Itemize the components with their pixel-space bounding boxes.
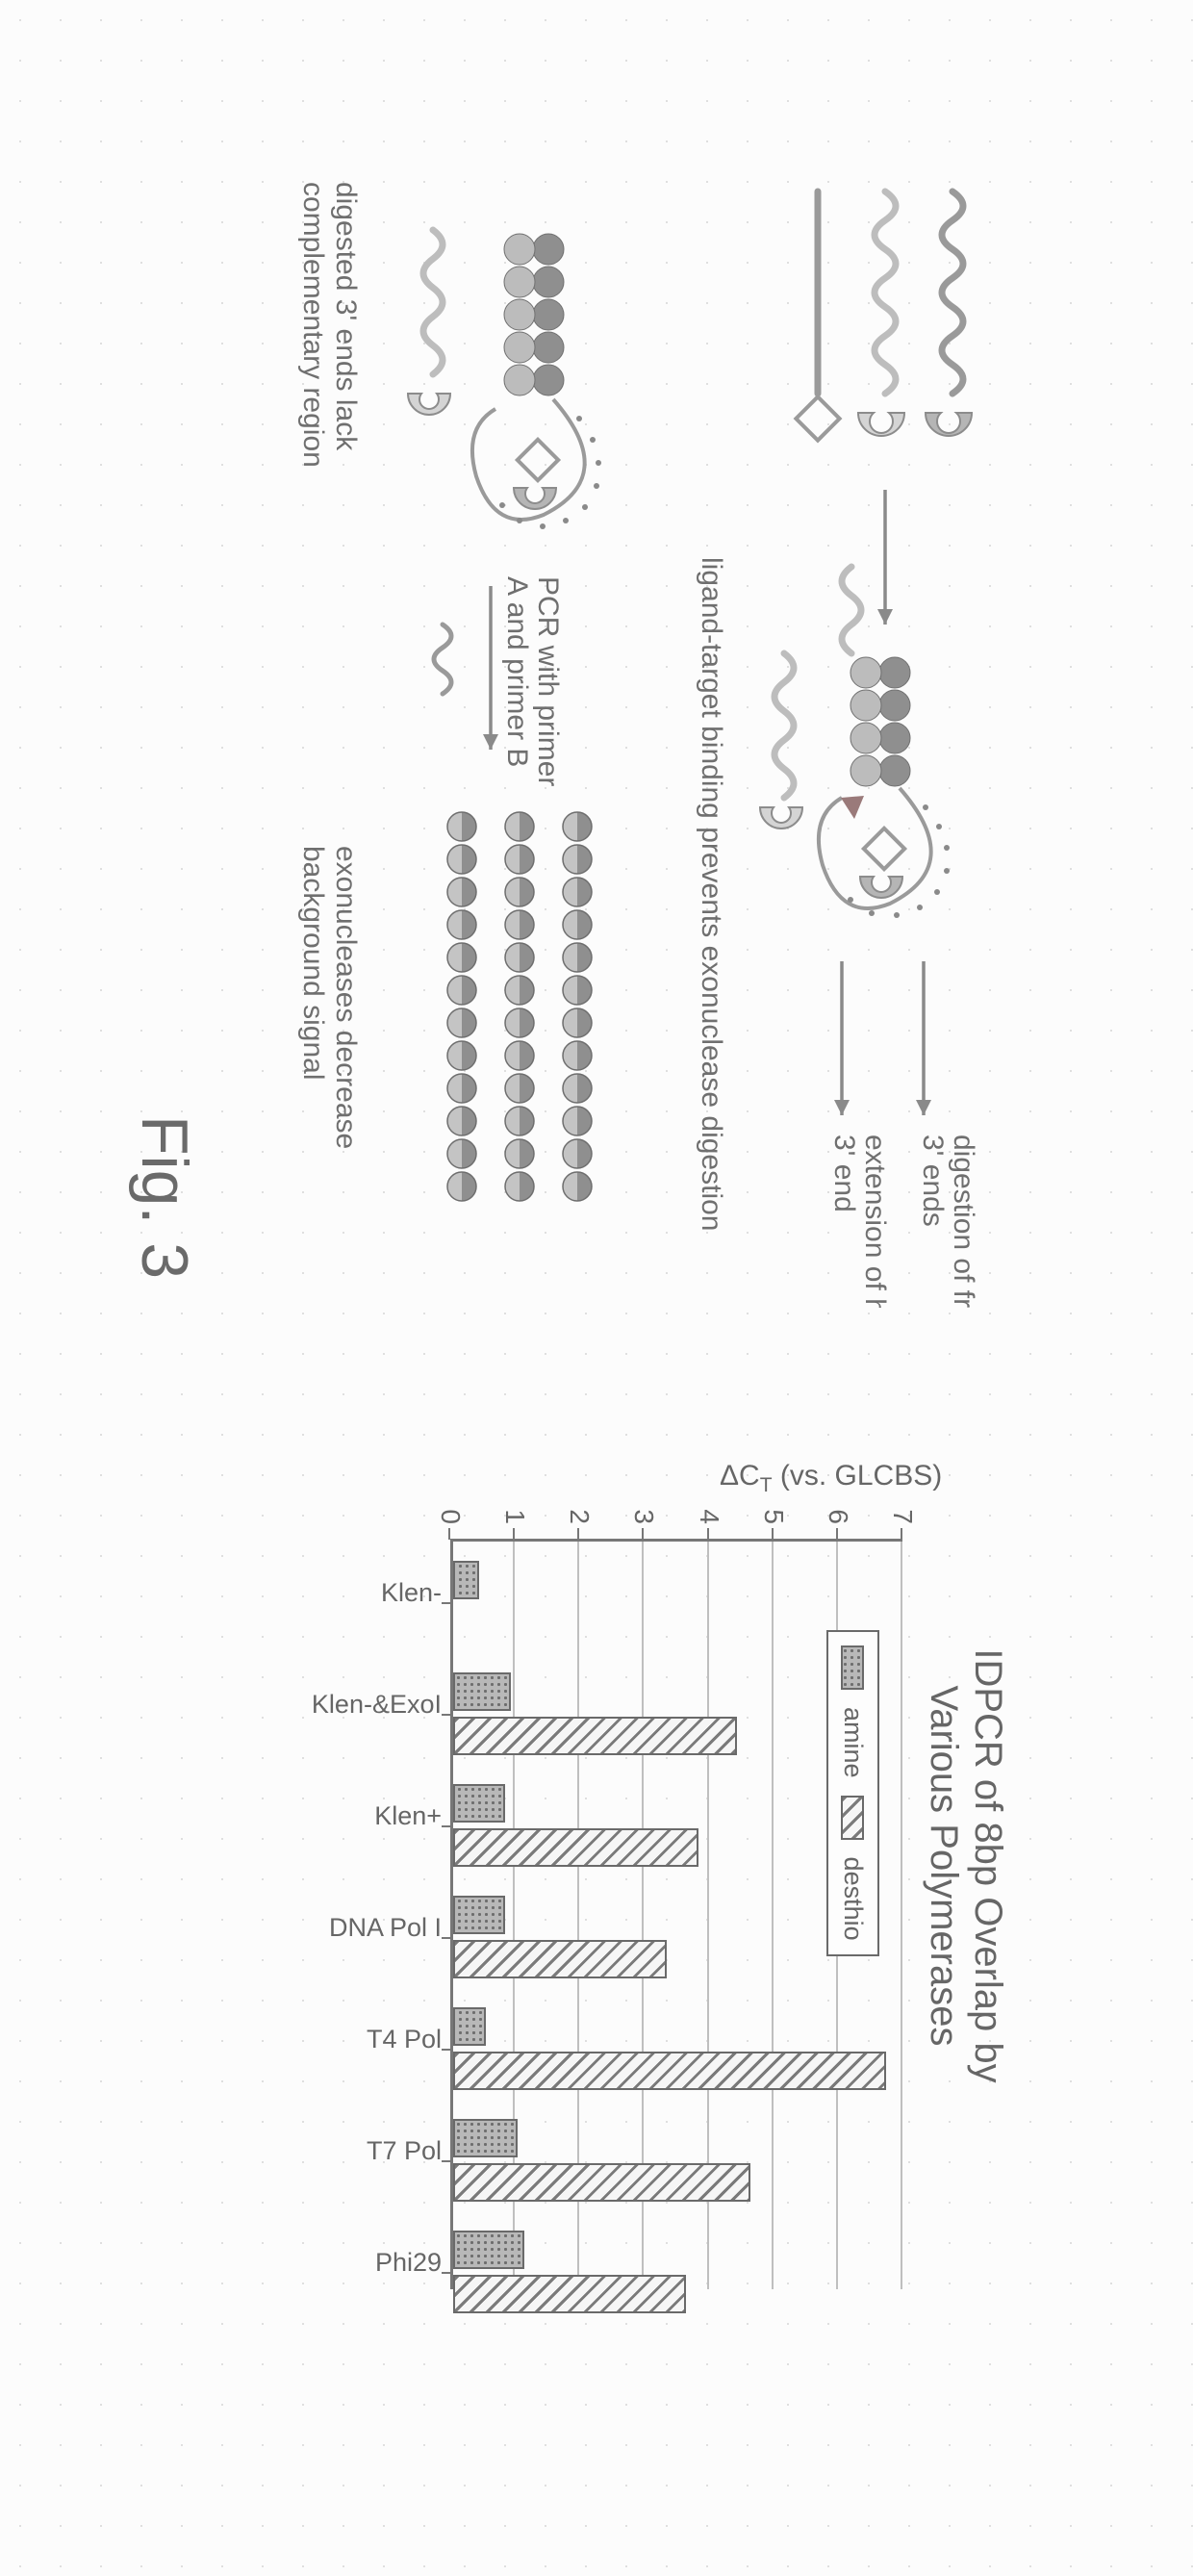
figure-label: Fig. 3 (127, 1115, 202, 1279)
chart-title: IDPCR of 8bp Overlap by Various Polymera… (922, 1385, 1010, 2347)
bar-desthio (453, 2275, 686, 2313)
label-exonuc: exonucleases decrease background signal (297, 846, 362, 1158)
bar-amine (453, 2007, 486, 2046)
y-tick-label: 2 (564, 1495, 595, 1524)
x-tick (442, 1825, 451, 1827)
x-tick (442, 1602, 451, 1604)
y-tick (577, 1528, 579, 1540)
amplified-products (447, 812, 592, 1201)
y-tick-label: 4 (694, 1495, 724, 1524)
x-tick (442, 2160, 451, 2162)
arrow-extend-head (834, 1100, 850, 1115)
chart-area: ΔCT (vs. GLCBS) 01234567Klen-Klen-&ExoIK… (354, 1462, 912, 2328)
y-tick-label: 6 (823, 1495, 853, 1524)
extension-mark (841, 796, 864, 819)
arrow-binding-head (877, 609, 893, 625)
free-receptor (760, 807, 802, 829)
x-tick-label: Klen-&ExoI (312, 1690, 442, 1720)
figure-canvas: digestion of free3' ends extension of ha… (67, 134, 1126, 2443)
primer-icon (434, 625, 451, 694)
bar-desthio (453, 1828, 698, 1867)
x-tick (442, 1937, 451, 1939)
gridline (772, 1542, 774, 2289)
y-tick (642, 1528, 644, 1540)
arrow-digest-head (916, 1100, 931, 1115)
digested-complex (408, 230, 601, 529)
plot-area: 01234567Klen-Klen-&ExoIKlen+DNA Pol IT4 … (450, 1539, 902, 2289)
label-prevents: ligand-target binding prevents exonuclea… (696, 557, 727, 1231)
y-tick-label: 5 (758, 1495, 789, 1524)
y-tick (836, 1528, 838, 1540)
y-tick (707, 1528, 709, 1540)
bar-amine (453, 2119, 518, 2157)
x-tick-label: Klen+ (374, 1801, 442, 1831)
y-axis-label: ΔCT (vs. GLCBS) (720, 1460, 942, 1497)
x-tick-label: Klen- (381, 1578, 442, 1608)
x-tick-label: T7 Pol (367, 2136, 442, 2166)
dsdna-stem (850, 657, 910, 786)
legend: amine desthio (826, 1630, 879, 1956)
y-tick-label: 7 (887, 1495, 918, 1524)
label-extend: extension of hairpin3' end (828, 1135, 891, 1308)
gridline (901, 1542, 902, 2289)
y-tick (772, 1528, 774, 1540)
bar-desthio (453, 1717, 737, 1755)
chart-panel: IDPCR of 8bp Overlap by Various Polymera… (260, 1385, 1010, 2347)
ligand-in-loop (864, 828, 904, 868)
y-tick-label: 0 (435, 1495, 466, 1524)
bar-amine (453, 2231, 524, 2269)
ligand-icon (796, 396, 839, 440)
diagram-svg: digestion of free3' ends extension of ha… (221, 172, 1010, 1308)
bar-amine (453, 1672, 511, 1711)
arrow-pcr-head (483, 734, 498, 750)
chart-title-line1: IDPCR of 8bp Overlap by (967, 1648, 1009, 2082)
y-tick (448, 1528, 450, 1540)
receptor-open-b (858, 413, 904, 436)
label-digested: digested 3' ends lack complementary regi… (297, 182, 362, 468)
strand-a (942, 191, 963, 394)
legend-swatch-amine (842, 1645, 865, 1690)
y-tick-label: 3 (628, 1495, 659, 1524)
y-tick (901, 1528, 902, 1540)
x-tick-label: T4 Pol (367, 2025, 442, 2054)
bar-amine (453, 1561, 479, 1599)
bar-amine (453, 1896, 505, 1934)
chart-title-line2: Various Polymerases (923, 1685, 965, 2046)
receptor-open-a (926, 413, 972, 436)
bar-desthio (453, 1940, 667, 1978)
x-tick-label: Phi29 (375, 2248, 442, 2278)
legend-label: amine (838, 1707, 868, 1778)
receptor-in-loop (860, 877, 902, 898)
x-tick (442, 2049, 451, 2051)
tail-light (842, 567, 861, 653)
strand-b (875, 191, 896, 394)
bound-complex (760, 567, 950, 918)
x-tick-label: DNA Pol I (329, 1913, 442, 1943)
bar-desthio (453, 2052, 886, 2090)
free-strand (774, 653, 794, 798)
x-tick (442, 1714, 451, 1716)
legend-label: desthio (838, 1856, 868, 1940)
bar-amine (453, 1784, 505, 1823)
y-tick-label: 1 (499, 1495, 530, 1524)
bar-desthio (453, 2163, 750, 2202)
label-pcr: PCR with primer A and primer B (501, 576, 564, 795)
y-tick (513, 1528, 515, 1540)
diagram-panel: digestion of free3' ends extension of ha… (221, 172, 1010, 1308)
x-tick (442, 2272, 451, 2274)
legend-swatch-desthio (842, 1795, 865, 1839)
label-digest: digestion of free3' ends (917, 1135, 979, 1308)
